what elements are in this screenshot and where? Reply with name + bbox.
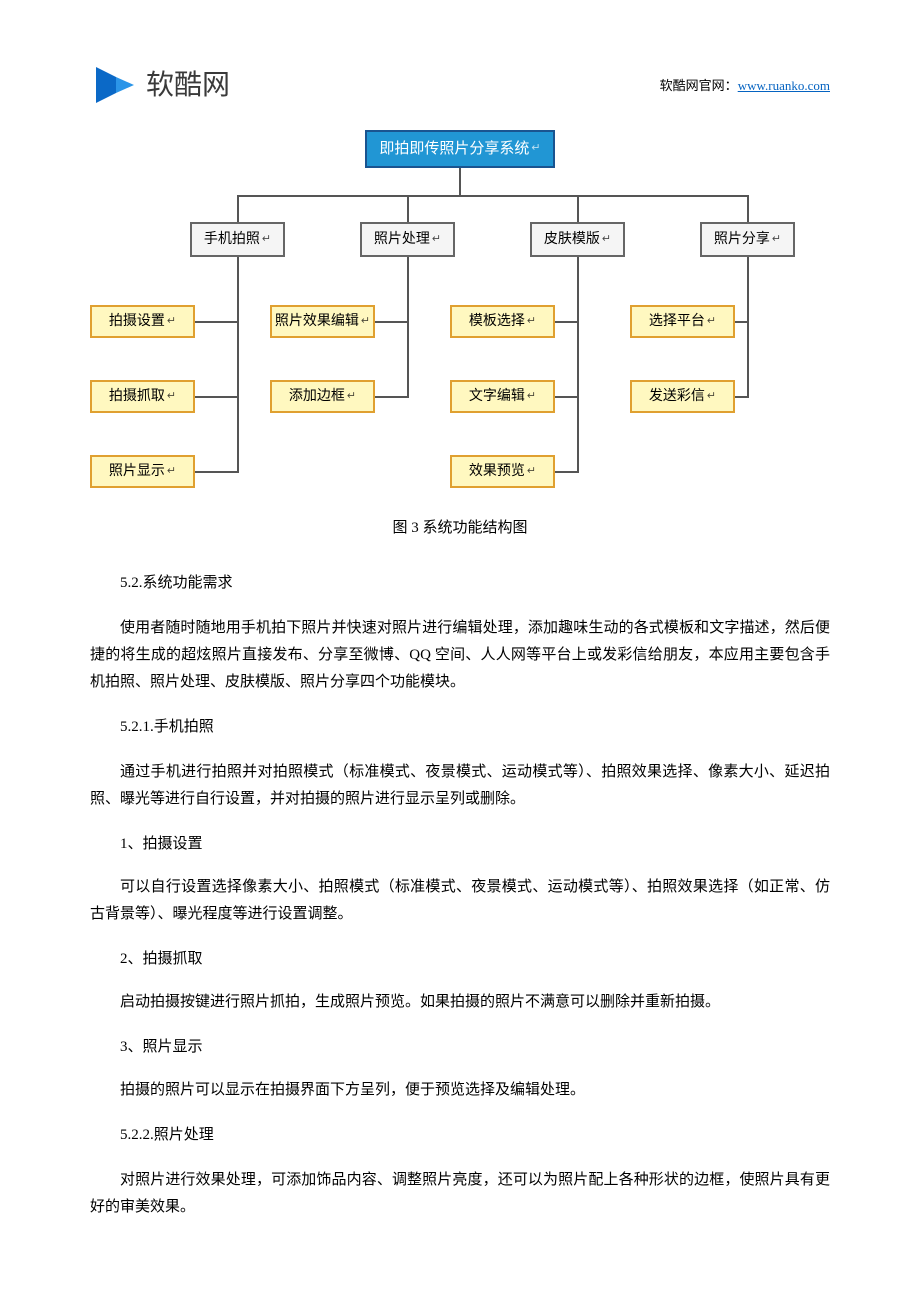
section-5-2-2-paragraph: 对照片进行效果处理，可添加饰品内容、调整照片亮度，还可以为照片配上各种形状的边框… [90,1167,830,1221]
level2-node-1: 拍摄抓取↵ [90,380,195,413]
section-5-2-2-heading: 5.2.2.照片处理 [90,1122,830,1149]
level1-node-1: 照片处理↵ [360,222,455,257]
connector-line [237,257,239,473]
section-5-2-1-paragraph: 通过手机进行拍照并对拍照模式（标准模式、夜景模式、运动模式等）、拍照效果选择、像… [90,759,830,813]
level2-node-5: 模板选择↵ [450,305,555,338]
connector-line [747,257,749,398]
official-link[interactable]: www.ruanko.com [738,78,830,93]
official-label: 软酷网官网： [660,78,738,93]
logo-text: 软酷网 [146,60,230,110]
connector-line [375,396,408,398]
diagram-container: 即拍即传照片分享系统↵ 手机拍照↵ 照片处理↵ 皮肤模版↵ 照片分享↵ 拍摄设置↵ 拍摄抓取… [90,130,830,490]
section-5-2-paragraph: 使用者随时随地用手机拍下照片并快速对照片进行编辑处理，添加趣味生动的各式模板和文… [90,615,830,696]
level2-node-4: 添加边框↵ [270,380,375,413]
connector-line [195,396,238,398]
logo-area: 软酷网 [90,60,230,110]
connector-line [407,195,409,222]
connector-line [577,257,579,473]
item-1-paragraph: 可以自行设置选择像素大小、拍照模式（标准模式、夜景模式、运动模式等）、拍照效果选… [90,874,830,928]
official-site: 软酷网官网：www.ruanko.com [660,74,830,97]
level2-node-7: 效果预览↵ [450,455,555,488]
connector-line [555,396,578,398]
connector-line [375,321,408,323]
page-header: 软酷网 软酷网官网：www.ruanko.com [90,60,830,110]
root-node: 即拍即传照片分享系统↵ [365,130,555,168]
level2-node-2: 照片显示↵ [90,455,195,488]
connector-line [195,471,238,473]
connector-line [407,257,409,398]
section-5-2-1-heading: 5.2.1.手机拍照 [90,714,830,741]
level2-node-8: 选择平台↵ [630,305,735,338]
connector-line [577,195,579,222]
level1-node-3: 照片分享↵ [700,222,795,257]
section-5-2-heading: 5.2.系统功能需求 [90,570,830,597]
item-3-paragraph: 拍摄的照片可以显示在拍摄界面下方呈列，便于预览选择及编辑处理。 [90,1077,830,1104]
connector-line [555,471,578,473]
connector-line [747,195,749,222]
connector-line [237,195,239,222]
level2-node-0: 拍摄设置↵ [90,305,195,338]
connector-line [459,168,461,195]
item-1-title: 1、拍摄设置 [90,831,830,858]
connector-line [237,195,749,197]
system-structure-diagram: 即拍即传照片分享系统↵ 手机拍照↵ 照片处理↵ 皮肤模版↵ 照片分享↵ 拍摄设置↵ 拍摄抓取… [90,130,830,490]
item-2-paragraph: 启动拍摄按键进行照片抓拍，生成照片预览。如果拍摄的照片不满意可以删除并重新拍摄。 [90,989,830,1016]
level1-node-2: 皮肤模版↵ [530,222,625,257]
level2-node-9: 发送彩信↵ [630,380,735,413]
logo-icon [90,61,138,109]
item-3-title: 3、照片显示 [90,1034,830,1061]
level1-node-0: 手机拍照↵ [190,222,285,257]
level2-node-6: 文字编辑↵ [450,380,555,413]
connector-line [555,321,578,323]
level2-node-3: 照片效果编辑↵ [270,305,375,338]
figure-caption: 图 3 系统功能结构图 [90,515,830,542]
connector-line [195,321,238,323]
item-2-title: 2、拍摄抓取 [90,946,830,973]
